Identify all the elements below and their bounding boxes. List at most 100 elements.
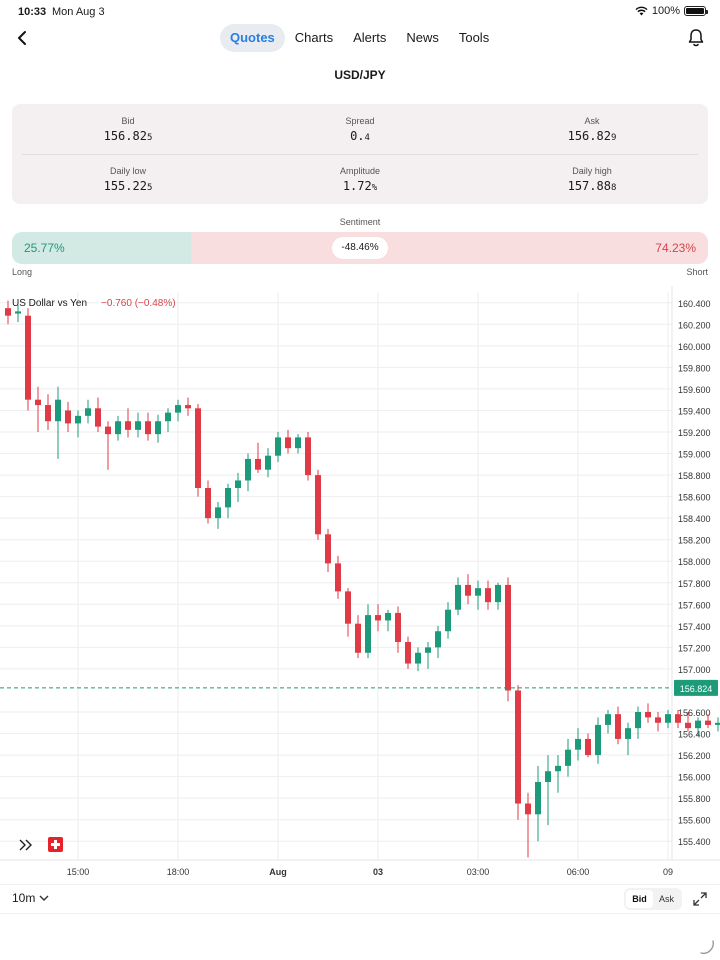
daily-low-value-pipette: 5 bbox=[146, 183, 153, 193]
daily-high-value-pipette: 8 bbox=[610, 183, 617, 193]
y-tick-label: 156.000 bbox=[678, 773, 711, 783]
candle-body bbox=[705, 720, 711, 725]
candle-body bbox=[195, 408, 201, 488]
candle-body bbox=[95, 408, 101, 427]
back-button[interactable] bbox=[10, 26, 34, 50]
candle-body bbox=[455, 584, 461, 610]
y-tick-label: 160.400 bbox=[678, 299, 711, 309]
candle-body bbox=[485, 588, 491, 603]
candle-body bbox=[105, 426, 111, 435]
loading-spinner-icon bbox=[700, 940, 714, 954]
tab-news[interactable]: News bbox=[406, 30, 439, 45]
amplitude-value-main: 1.72 bbox=[342, 179, 372, 193]
candle-body bbox=[525, 803, 531, 815]
bid-toggle-option[interactable]: Bid bbox=[626, 890, 653, 908]
candle-body bbox=[125, 421, 131, 430]
quote-divider bbox=[22, 154, 698, 155]
status-time: 10:33 bbox=[18, 6, 47, 18]
candle-body bbox=[715, 722, 720, 725]
fullscreen-icon[interactable] bbox=[692, 891, 708, 907]
interval-select[interactable]: 10m bbox=[12, 891, 49, 905]
tab-alerts[interactable]: Alerts bbox=[353, 30, 387, 45]
candle-body bbox=[595, 724, 601, 756]
candle-body bbox=[675, 714, 681, 723]
candle-body bbox=[495, 584, 501, 603]
candle-body bbox=[5, 308, 11, 316]
candle-body bbox=[555, 765, 561, 772]
candle-body bbox=[605, 714, 611, 725]
y-tick-label: 160.200 bbox=[678, 320, 711, 330]
candle-body bbox=[135, 421, 141, 430]
bid-value-pipette: 5 bbox=[146, 133, 153, 143]
candle-body bbox=[75, 415, 81, 424]
y-tick-label: 155.600 bbox=[678, 816, 711, 826]
candle-body bbox=[645, 712, 651, 718]
candle-body bbox=[345, 591, 351, 624]
candle-body bbox=[425, 647, 431, 653]
y-tick-label: 155.800 bbox=[678, 794, 711, 804]
amplitude-value: 1.72% bbox=[244, 179, 476, 193]
chevron-left-icon bbox=[18, 31, 26, 45]
candle-body bbox=[235, 480, 241, 488]
candle-body bbox=[35, 399, 41, 406]
y-tick-label: 156.400 bbox=[678, 730, 711, 740]
bid-label: Bid bbox=[121, 116, 135, 126]
bid-value-main: 156.82 bbox=[103, 129, 147, 143]
candle-body bbox=[225, 488, 231, 508]
tab-tools[interactable]: Tools bbox=[458, 30, 490, 45]
sentiment-short-label: Short bbox=[686, 267, 708, 277]
y-tick-label: 159.600 bbox=[678, 385, 711, 395]
candle-body bbox=[255, 458, 261, 470]
ask-value-pipette: 9 bbox=[610, 133, 617, 143]
candle-body bbox=[245, 458, 251, 481]
y-tick-label: 160.000 bbox=[678, 342, 711, 352]
x-tick-label: 09 bbox=[663, 867, 673, 877]
ask-label: Ask bbox=[584, 116, 600, 126]
daily-low-value: 155.225 bbox=[12, 179, 244, 193]
sentiment-net-badge: -48.46% bbox=[332, 237, 388, 259]
candle-body bbox=[205, 488, 211, 519]
candle-body bbox=[375, 615, 381, 621]
y-tick-label: 158.400 bbox=[678, 514, 711, 524]
daily-high-value-main: 157.88 bbox=[567, 179, 611, 193]
candle-body bbox=[325, 534, 331, 564]
candle-body bbox=[685, 722, 691, 729]
candle-body bbox=[15, 311, 21, 314]
y-tick-label: 155.400 bbox=[678, 837, 711, 847]
quote-row-range: Daily low 155.225 Amplitude 1.72% Daily … bbox=[12, 162, 708, 206]
chevron-down-icon bbox=[39, 895, 49, 901]
alerts-bell-button[interactable] bbox=[684, 26, 708, 50]
spread-value-pipette: 4 bbox=[364, 133, 370, 143]
x-tick-label: 03 bbox=[373, 867, 383, 877]
spread-value-main: 0. bbox=[350, 129, 365, 143]
tab-quotes[interactable]: Quotes bbox=[220, 24, 285, 52]
candle-body bbox=[85, 408, 91, 416]
candlestick-chart[interactable]: 160.400 160.200 160.000 159.800 159.600 159.4… bbox=[0, 286, 720, 880]
sentiment-long-percent: 25.77% bbox=[24, 241, 65, 255]
sentiment-short-fill bbox=[191, 232, 708, 264]
status-date: Mon Aug 3 bbox=[52, 6, 105, 18]
bid-value: 156.825 bbox=[12, 129, 244, 143]
candle-body bbox=[515, 690, 521, 804]
tab-charts[interactable]: Charts bbox=[294, 30, 334, 45]
chart-legend-change: −0.760 (−0.48%) bbox=[101, 298, 176, 309]
daily-high-label: Daily high bbox=[572, 166, 612, 176]
candle-body bbox=[55, 399, 61, 422]
daily-low-value-main: 155.22 bbox=[103, 179, 147, 193]
candle-body bbox=[435, 631, 441, 648]
double-chevron-right-icon[interactable] bbox=[17, 837, 35, 853]
candle-body bbox=[575, 738, 581, 750]
x-tick-label: Aug bbox=[269, 867, 287, 877]
sentiment-short-percent: 74.23% bbox=[655, 241, 696, 255]
y-tick-label: 157.400 bbox=[678, 622, 711, 632]
candle-body bbox=[405, 642, 411, 664]
candle-body bbox=[545, 771, 551, 782]
ask-toggle-option[interactable]: Ask bbox=[658, 894, 674, 904]
candle-body bbox=[155, 421, 161, 435]
candle-body bbox=[465, 584, 471, 596]
status-bar: 10:33 Mon Aug 3 100% bbox=[0, 0, 720, 22]
sentiment-long-label: Long bbox=[12, 267, 33, 277]
price-chart[interactable]: 160.400 160.200 160.000 159.800 159.600 159.4… bbox=[0, 286, 720, 880]
candle-body bbox=[695, 720, 701, 729]
swiss-flag-icon[interactable] bbox=[48, 837, 63, 852]
